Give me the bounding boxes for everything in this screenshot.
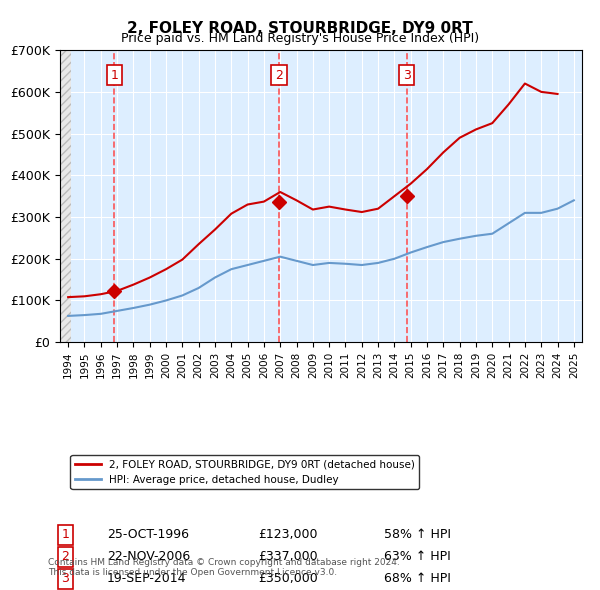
Text: Price paid vs. HM Land Registry's House Price Index (HPI): Price paid vs. HM Land Registry's House …	[121, 32, 479, 45]
Text: 19-SEP-2014: 19-SEP-2014	[107, 572, 187, 585]
Text: 25-OCT-1996: 25-OCT-1996	[107, 529, 189, 542]
Text: 2: 2	[61, 550, 69, 563]
Text: £337,000: £337,000	[259, 550, 318, 563]
Text: 3: 3	[403, 68, 410, 81]
Legend: 2, FOLEY ROAD, STOURBRIDGE, DY9 0RT (detached house), HPI: Average price, detach: 2, FOLEY ROAD, STOURBRIDGE, DY9 0RT (det…	[70, 455, 419, 489]
Text: £123,000: £123,000	[259, 529, 318, 542]
Text: 68% ↑ HPI: 68% ↑ HPI	[383, 572, 451, 585]
Text: 2, FOLEY ROAD, STOURBRIDGE, DY9 0RT: 2, FOLEY ROAD, STOURBRIDGE, DY9 0RT	[127, 21, 473, 35]
Text: £350,000: £350,000	[259, 572, 318, 585]
Text: Contains HM Land Registry data © Crown copyright and database right 2024.: Contains HM Land Registry data © Crown c…	[48, 558, 400, 566]
Text: 3: 3	[61, 572, 69, 585]
Text: 2: 2	[275, 68, 283, 81]
Text: 22-NOV-2006: 22-NOV-2006	[107, 550, 190, 563]
Polygon shape	[60, 50, 71, 342]
Text: This data is licensed under the Open Government Licence v3.0.: This data is licensed under the Open Gov…	[48, 568, 337, 576]
Text: 1: 1	[61, 529, 69, 542]
Text: 1: 1	[110, 68, 118, 81]
Text: 63% ↑ HPI: 63% ↑ HPI	[383, 550, 451, 563]
Text: 58% ↑ HPI: 58% ↑ HPI	[383, 529, 451, 542]
